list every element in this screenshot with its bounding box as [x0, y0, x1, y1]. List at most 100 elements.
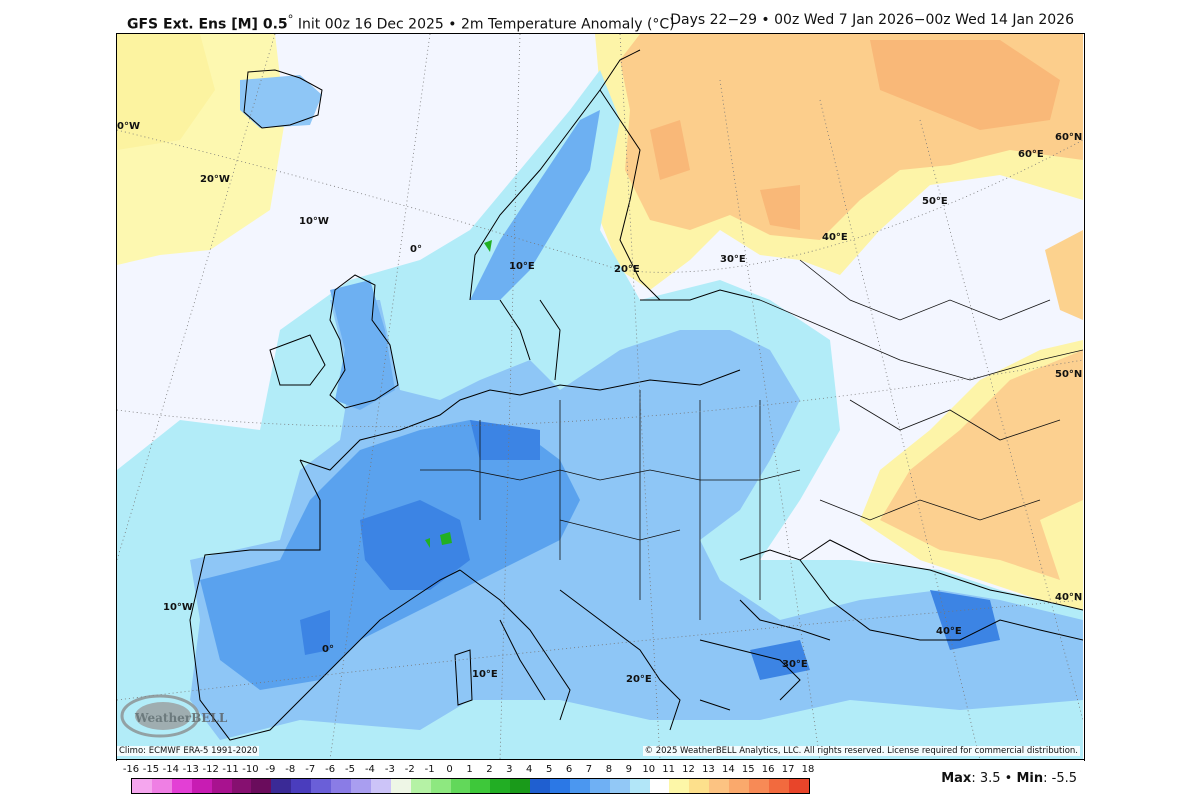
lon-label: 60°E — [1018, 149, 1044, 160]
lat-label: 50°N — [1055, 369, 1082, 380]
min-value: -5.5 — [1051, 771, 1077, 786]
cold-region-uk — [330, 280, 395, 410]
colorbar-tick-label: 12 — [682, 764, 695, 775]
weatherbell-logo: WeatherBELL — [120, 694, 228, 738]
colorbar-tick-label: 18 — [801, 764, 815, 775]
lon-label: 10°W — [163, 602, 193, 613]
colorbar-cell — [569, 779, 590, 793]
lon-label: 40°E — [936, 626, 962, 637]
colorbar-tick-label: 9 — [625, 764, 632, 775]
colorbar-cell — [151, 779, 172, 793]
lon-label: 20°W — [200, 174, 230, 185]
valid-period: Days 22−29 • 00z Wed 7 Jan 2026−00z Wed … — [670, 12, 1074, 28]
colorbar-cell — [589, 779, 610, 793]
colorbar-tick-label: 10 — [642, 764, 656, 775]
colorbar-cell — [410, 779, 431, 793]
colorbar-tick-label: 3 — [506, 764, 513, 775]
lon-label: 0°W — [117, 121, 140, 132]
colorbar-cell — [291, 779, 312, 793]
lon-label: 0° — [322, 644, 334, 655]
lon-label: 20°E — [614, 264, 640, 275]
cold-region-iceland — [240, 75, 322, 128]
colorbar-tick-label: 0 — [446, 764, 453, 775]
lon-label: 50°E — [922, 196, 948, 207]
colorbar-cell — [749, 779, 769, 793]
climatology-note: Climo: ECMWF ERA-5 1991-2020 — [117, 746, 260, 756]
colorbar-tick-label: 2 — [486, 764, 493, 775]
colorbar-tick-label: -3 — [384, 764, 395, 775]
init-info: Init 00z 16 Dec 2025 • 2m Temperature An… — [293, 16, 675, 33]
warm-region-russia-east — [1045, 230, 1083, 320]
lon-label: 30°E — [782, 659, 808, 670]
colorbar-tick-label: -8 — [285, 764, 296, 775]
colorbar-tick-label: 4 — [526, 764, 533, 775]
colorbar-tick-label: 16 — [761, 764, 775, 775]
copyright-notice: © 2025 WeatherBELL Analytics, LLC. All r… — [642, 746, 1080, 756]
cold-region-deep — [300, 420, 1000, 680]
max-value: 3.5 — [979, 771, 1001, 786]
colorbar-cell — [490, 779, 511, 793]
colorbar-tick-label: 13 — [702, 764, 715, 775]
warm-region-southeast-orange — [880, 350, 1083, 580]
colorbar-cell — [729, 779, 750, 793]
colorbar-cell — [709, 779, 730, 793]
colorbar-cell — [689, 779, 710, 793]
colorbar-cell — [769, 779, 789, 793]
colorbar-cell — [530, 779, 551, 793]
colorbar-cell — [629, 779, 650, 793]
colorbar-tick-label: -16 — [122, 764, 140, 775]
cold-region-norway — [470, 110, 600, 300]
colorbar-cell — [211, 779, 232, 793]
lon-label: 10°E — [472, 669, 498, 680]
colorbar-tick-label: -7 — [305, 764, 316, 775]
colorbar — [131, 778, 810, 794]
lon-label: 10°W — [299, 216, 329, 227]
min-label: Min — [1016, 771, 1044, 786]
colorbar-tick-label: -1 — [424, 764, 435, 775]
colorbar-tick-label: -13 — [182, 764, 199, 775]
colorbar-tick-label: -10 — [242, 764, 259, 775]
degree-mark: ° — [287, 12, 294, 26]
colorbar-cell — [251, 779, 272, 793]
colorbar-cell — [669, 779, 690, 793]
colorbar-cell — [350, 779, 371, 793]
colorbar-tick-label: -6 — [325, 764, 336, 775]
svg-text:WeatherBELL: WeatherBELL — [134, 711, 228, 725]
colorbar-cell — [231, 779, 252, 793]
colorbar-tick-label: 15 — [741, 764, 755, 775]
colorbar-tick-label: 14 — [721, 764, 735, 775]
max-label: Max — [941, 771, 972, 786]
colorbar-tick-label: 11 — [662, 764, 675, 775]
lat-label: 40°N — [1055, 592, 1082, 603]
colorbar-cell — [390, 779, 411, 793]
warm-region-north-dark — [650, 40, 1060, 230]
colorbar-cell — [550, 779, 570, 793]
colorbar-cell — [311, 779, 332, 793]
divider — [116, 759, 1084, 760]
colorbar-cell — [649, 779, 670, 793]
colorbar-tick-label: -12 — [202, 764, 219, 775]
colorbar-tick-label: -2 — [404, 764, 415, 775]
graticule-labels: 0°W 20°W 10°W 0° 10°E 20°E 30°E 40°E 50°… — [117, 121, 1082, 685]
lon-label: 20°E — [626, 674, 652, 685]
colorbar-tick-label: 1 — [466, 764, 473, 775]
colorbar-cell — [510, 779, 531, 793]
colorbar-tick-label: 17 — [781, 764, 795, 775]
colorbar-tick-label: -15 — [142, 764, 160, 775]
colorbar-cell — [450, 779, 471, 793]
separator: • — [1000, 771, 1017, 786]
model-name: GFS Ext. Ens [M] 0.5 — [127, 16, 288, 33]
colorbar-tick-label: -9 — [265, 764, 276, 775]
max-min-stats: Max: 3.5 • Min: -5.5 — [941, 771, 1077, 786]
lon-label: 30°E — [720, 254, 746, 265]
colorbar-cell — [271, 779, 292, 793]
lon-label: 0° — [410, 244, 422, 255]
country-borders — [420, 259, 1083, 620]
lat-label: 60°N — [1055, 132, 1082, 143]
colorbar-tick-label: -11 — [222, 764, 239, 775]
colorbar-cell — [171, 779, 192, 793]
colorbar-tick-label: -5 — [345, 764, 356, 775]
colorbar-cell — [470, 779, 491, 793]
chart-title: GFS Ext. Ens [M] 0.5° Init 00z 16 Dec 20… — [127, 12, 675, 33]
